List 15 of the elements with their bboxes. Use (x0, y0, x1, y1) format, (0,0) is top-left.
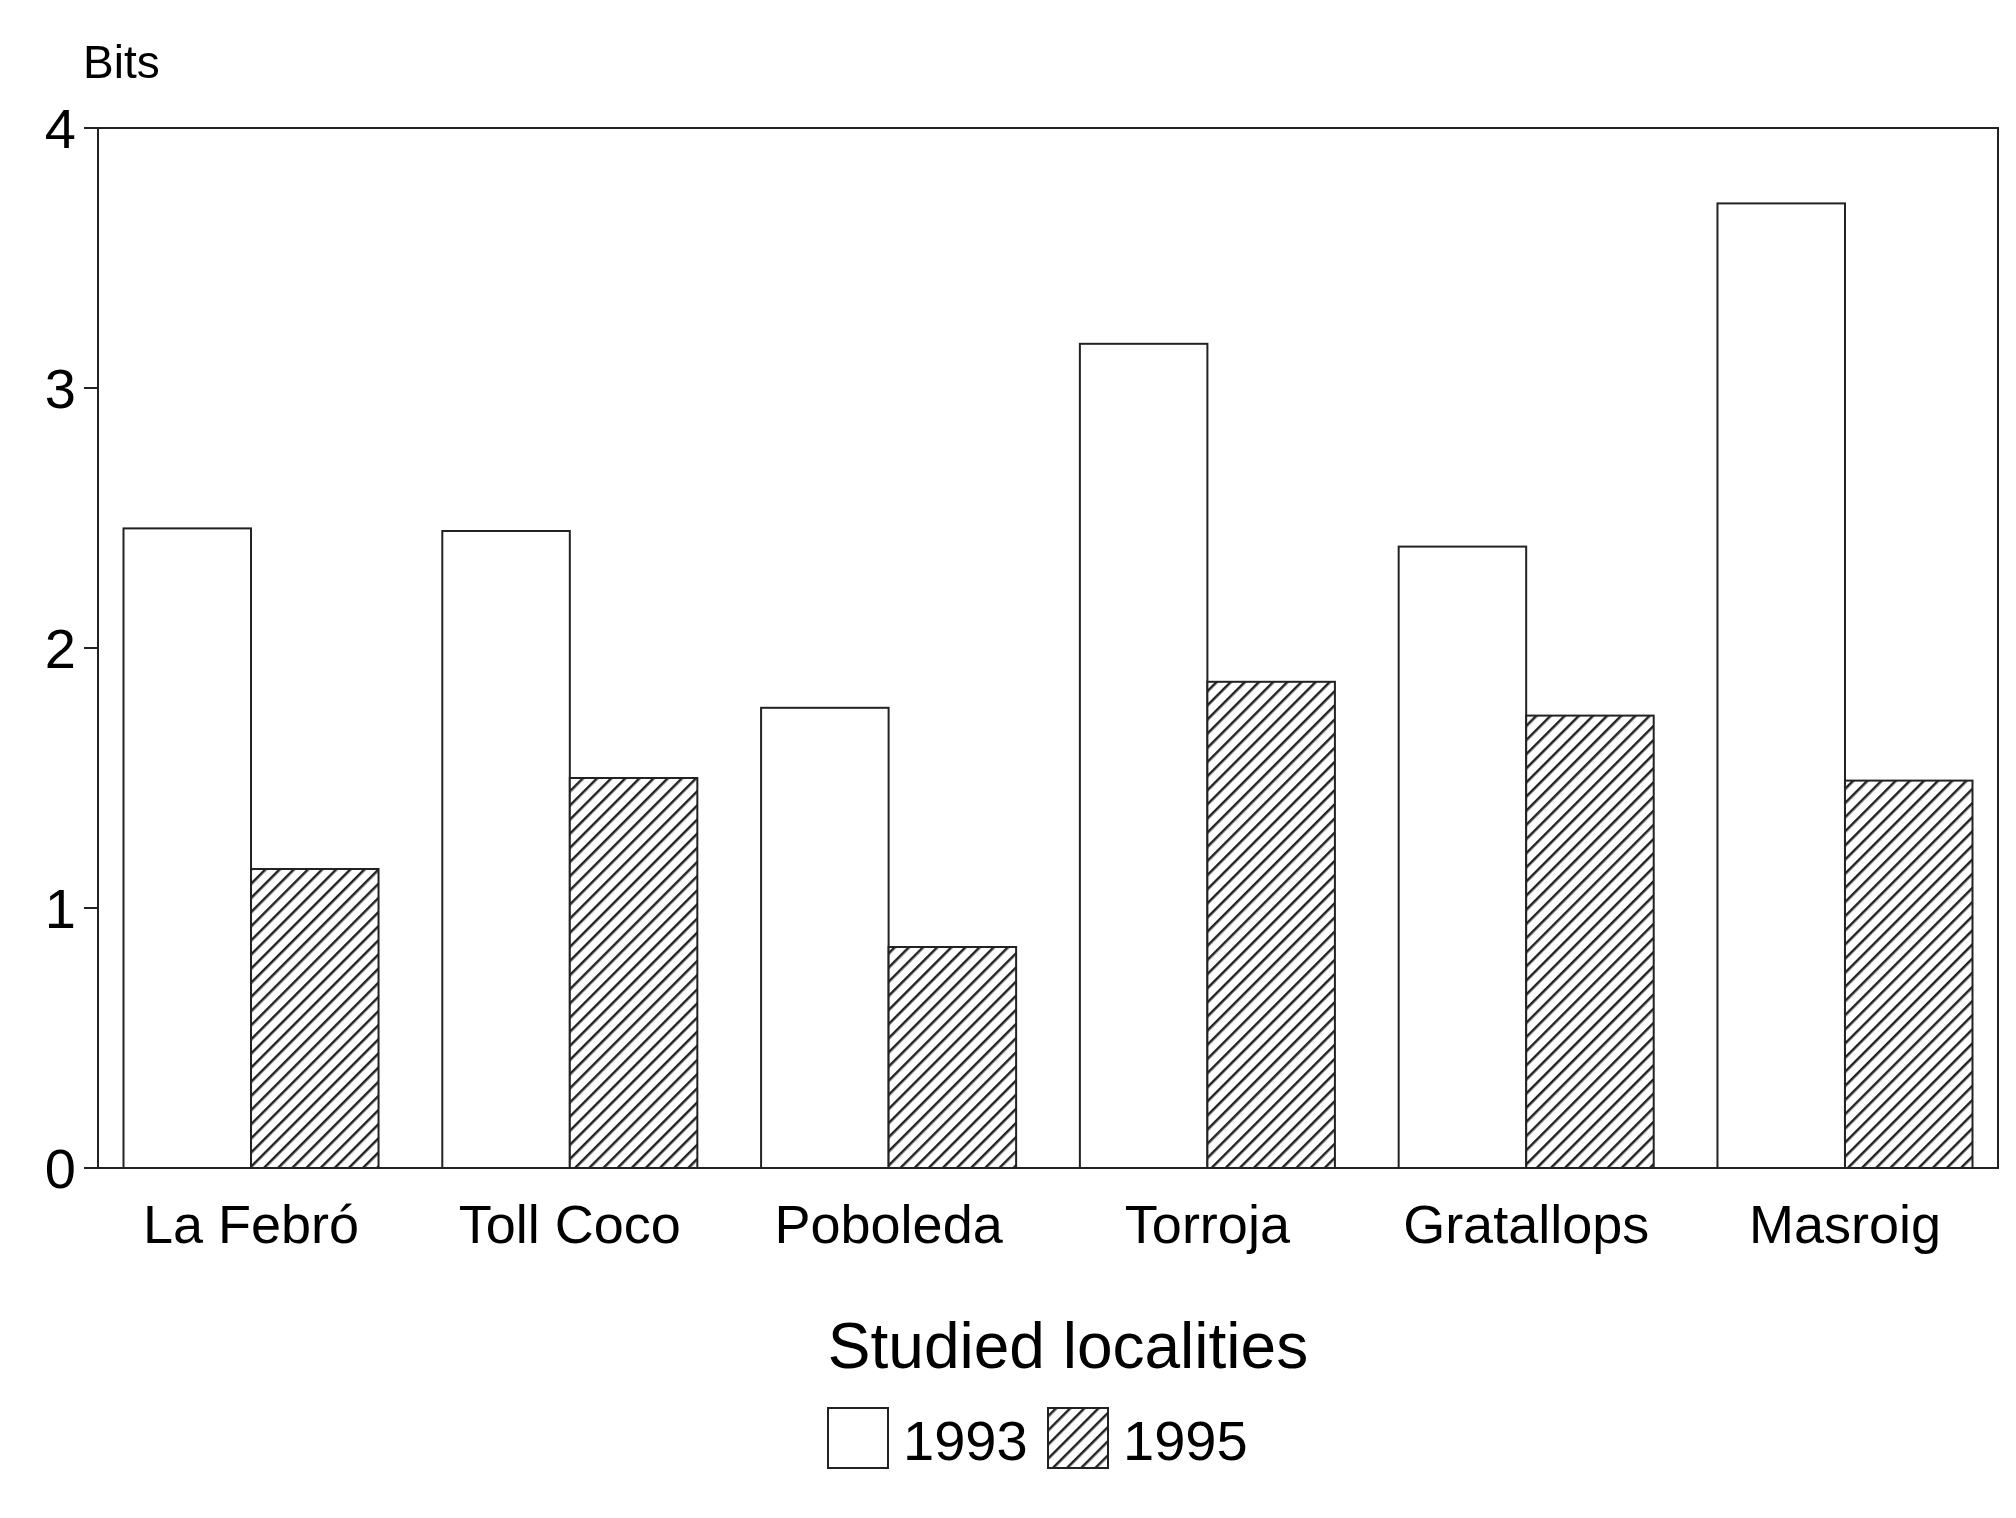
x-tick-label: Masroig (1748, 1194, 1942, 1254)
y-axis-title: Bits (83, 36, 160, 88)
x-tick-label: Gratallops (1403, 1194, 1650, 1254)
x-tick-label: Torroja (1124, 1194, 1291, 1254)
x-tick-label: Toll Coco (458, 1194, 681, 1254)
y-tick-label: 4 (44, 96, 76, 160)
legend-label: 1993 (903, 1409, 1028, 1472)
legend-label: 1995 (1123, 1409, 1248, 1472)
y-tick-label: 0 (44, 1136, 76, 1200)
x-tick-label: La Febró (142, 1194, 360, 1254)
y-tick-label: 1 (44, 876, 76, 940)
y-tick-label: 3 (44, 356, 76, 420)
x-tick-label: Poboleda (774, 1194, 1004, 1254)
x-axis-title: Studied localities (827, 1310, 1309, 1382)
y-tick-label: 2 (44, 616, 76, 680)
